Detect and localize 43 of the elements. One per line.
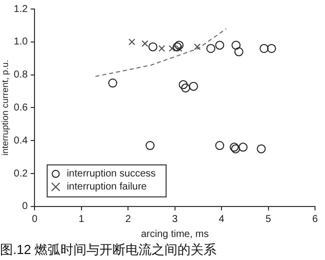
point <box>260 44 269 53</box>
point <box>194 44 201 50</box>
point <box>238 142 248 152</box>
text: 图.12 燃弧时间与开断电流之间的关系 <box>0 242 217 257</box>
point <box>146 141 155 150</box>
point <box>215 40 224 50</box>
x-tick-label: 1 <box>78 214 85 226</box>
point <box>142 40 148 47</box>
x-tick-label: 6 <box>312 214 318 226</box>
point <box>158 45 166 52</box>
y-tick-label: 0.8 <box>14 70 28 81</box>
point <box>178 80 188 90</box>
x-axis-title: arcing time, ms <box>140 229 209 240</box>
y-tick-label: 0 <box>22 201 28 212</box>
point <box>232 40 241 50</box>
y-tick-label: 0.4 <box>14 135 28 146</box>
point <box>189 82 198 91</box>
point <box>168 45 176 52</box>
point <box>128 38 136 46</box>
y-tick-label: 0.6 <box>14 102 28 114</box>
y-tick-label: 0.2 <box>14 168 28 180</box>
point <box>206 44 216 53</box>
x-tick-label: 3 <box>172 214 178 226</box>
point <box>148 42 158 52</box>
x-tick-label: 0 <box>32 214 38 226</box>
y-axis-title: interruption current, p.u. <box>0 60 10 156</box>
legend-label: interruption failure <box>66 182 148 193</box>
point <box>181 83 190 92</box>
point <box>234 47 244 56</box>
x-tick-label: 2 <box>125 214 132 226</box>
y-tick-label: 1.2 <box>14 4 28 15</box>
point <box>256 144 266 154</box>
point <box>176 45 182 52</box>
point <box>215 141 224 150</box>
y-tick-label: 1.0 <box>14 36 28 48</box>
legend-label: interruption success <box>66 168 156 180</box>
x-tick-label: 5 <box>266 214 272 226</box>
x-tick-label: 4 <box>218 214 225 226</box>
point <box>108 78 118 88</box>
point <box>172 42 182 52</box>
line-series <box>94 28 227 77</box>
point <box>174 40 184 50</box>
point <box>267 44 276 53</box>
